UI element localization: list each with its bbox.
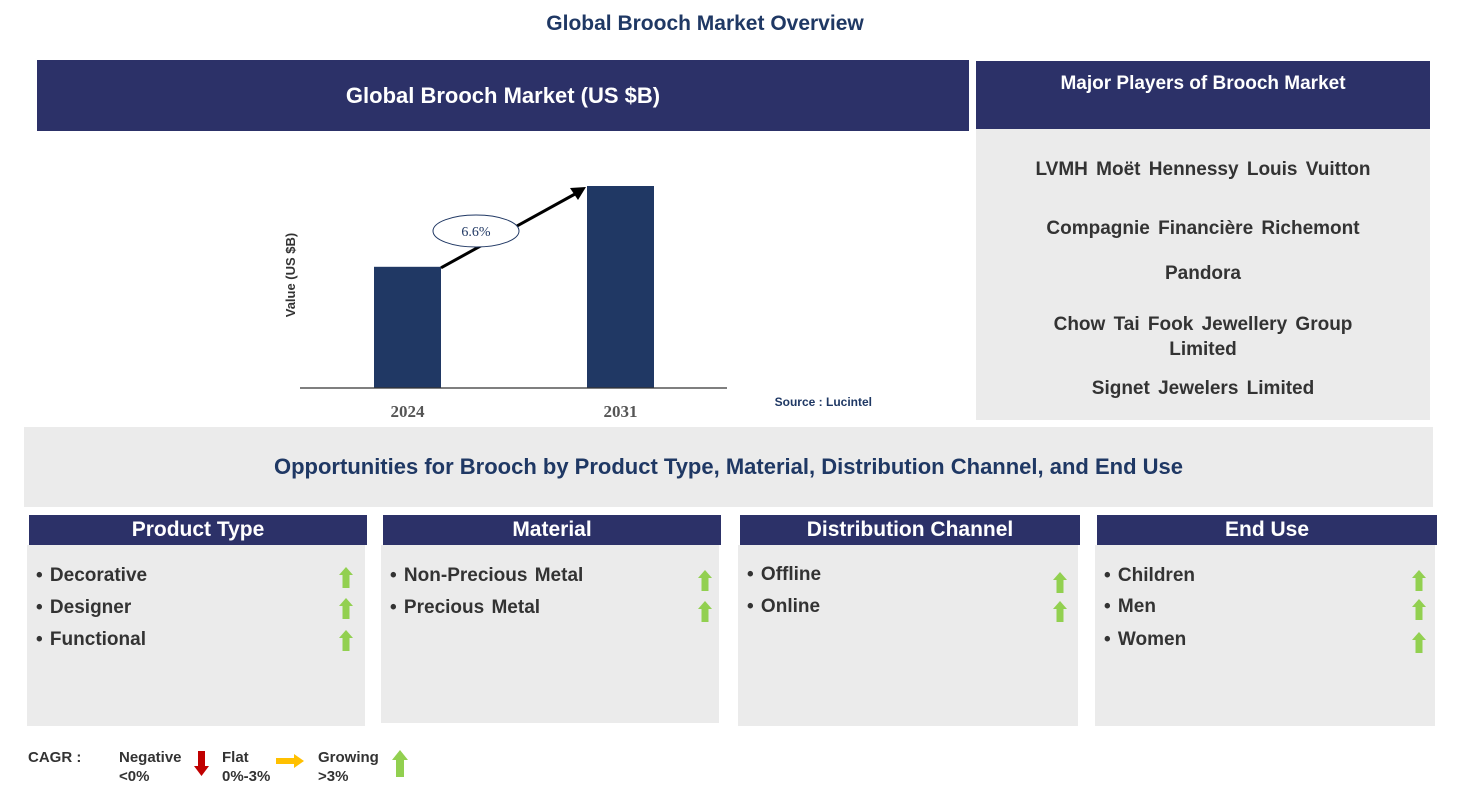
x-tick-label: 2024 (391, 402, 426, 421)
green-up-arrow-icon (339, 567, 353, 588)
bar-chart: Value (US $B) 2024 2031 6.6% Source : Luc… (283, 186, 872, 421)
chart-header: Global Brooch Market (US $B) (37, 60, 969, 131)
segment-header: Product Type (29, 515, 367, 545)
source-label: Source : Lucintel (775, 395, 872, 409)
segment-item: • Women (1104, 629, 1187, 650)
x-tick-label: 2031 (604, 402, 638, 421)
legend-growing-label: Growing (318, 749, 379, 766)
segment-item: • Online (747, 596, 821, 617)
segment-header: Material (383, 515, 721, 545)
legend-growing: Growing >3% (318, 748, 379, 786)
segment-panel (381, 545, 719, 723)
opportunities-banner: Opportunities for Brooch by Product Type… (24, 427, 1433, 507)
green-up-arrow-icon (339, 630, 353, 651)
segment-panel (1095, 545, 1435, 726)
segment-header: End Use (1097, 515, 1437, 545)
player-item: LVMH Moët Hennessy Louis Vuitton (1035, 159, 1371, 180)
segment-item: • Men (1104, 596, 1156, 617)
segment-item: • Offline (747, 564, 822, 585)
segment-panel (738, 545, 1078, 726)
page-title: Global Brooch Market Overview (546, 12, 864, 35)
player-item: Chow Tai Fook Jewellery Group Limited (1053, 314, 1353, 360)
segment-header: Distribution Channel (740, 515, 1080, 545)
green-up-arrow-icon (339, 598, 353, 619)
green-up-arrow-icon (698, 570, 712, 591)
red-down-arrow-icon (194, 751, 209, 776)
green-up-arrow-icon (392, 750, 408, 777)
green-up-arrow-icon (1053, 572, 1067, 593)
segment-item: • Decorative (36, 565, 148, 586)
y-axis-label: Value (US $B) (283, 233, 298, 318)
bar-2031 (587, 186, 654, 388)
green-up-arrow-icon (1053, 601, 1067, 622)
green-up-arrow-icon (1412, 570, 1426, 591)
player-item: Compagnie Financière Richemont (1046, 218, 1360, 239)
legend-flat: Flat 0%-3% (222, 748, 270, 786)
cagr-arrowhead (570, 187, 586, 200)
player-item: Pandora (1164, 263, 1242, 284)
segment-item: • Children (1104, 565, 1195, 586)
legend-flat-label: Flat (222, 749, 249, 766)
cagr-ellipse (432, 214, 520, 248)
segment-item: • Precious Metal (390, 597, 541, 618)
players-header: Major Players of Brooch Market (976, 61, 1430, 129)
segment-panel (27, 545, 365, 726)
player-item: Signet Jewelers Limited (1091, 378, 1315, 399)
green-up-arrow-icon (1412, 599, 1426, 620)
legend-cagr-label: CAGR : (28, 749, 82, 766)
segment-item: • Functional (36, 629, 146, 650)
legend-negative: Negative <0% (119, 748, 182, 786)
legend-flat-range: 0%-3% (222, 768, 271, 785)
segment-item: • Non-Precious Metal (390, 565, 584, 586)
green-up-arrow-icon (698, 601, 712, 622)
legend-negative-range: <0% (119, 768, 150, 785)
bar-2024 (374, 266, 441, 388)
players-list: LVMH Moët Hennessy Louis Vuitton Compagn… (976, 129, 1430, 420)
cagr-label: 6.6% (461, 225, 491, 240)
legend-negative-label: Negative (119, 749, 182, 766)
segment-item: • Designer (36, 597, 132, 618)
legend-growing-range: >3% (318, 768, 349, 785)
green-up-arrow-icon (1412, 632, 1426, 653)
amber-right-arrow-icon (276, 754, 304, 768)
